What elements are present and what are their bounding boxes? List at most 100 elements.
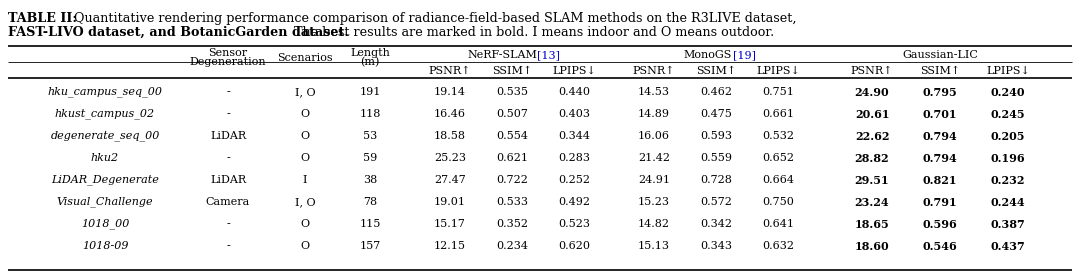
Text: LiDAR_Degenerate: LiDAR_Degenerate	[51, 175, 159, 185]
Text: SSIM↑: SSIM↑	[920, 66, 960, 76]
Text: 53: 53	[363, 131, 377, 141]
Text: 191: 191	[360, 87, 380, 97]
Text: I, O: I, O	[295, 87, 315, 97]
Text: 0.232: 0.232	[990, 175, 1025, 185]
Text: 0.546: 0.546	[922, 241, 957, 252]
Text: 0.523: 0.523	[558, 219, 590, 229]
Text: 16.46: 16.46	[434, 109, 465, 119]
Text: 0.196: 0.196	[990, 153, 1025, 164]
Text: 59: 59	[363, 153, 377, 163]
Text: 0.532: 0.532	[762, 131, 794, 141]
Text: Scenarios: Scenarios	[278, 53, 333, 63]
Text: 0.554: 0.554	[496, 131, 528, 141]
Text: 12.15: 12.15	[434, 241, 465, 251]
Text: 19.01: 19.01	[434, 197, 465, 207]
Text: -: -	[226, 241, 230, 251]
Text: 0.535: 0.535	[496, 87, 528, 97]
Text: 18.65: 18.65	[854, 218, 889, 230]
Text: O: O	[300, 219, 310, 229]
Text: 118: 118	[360, 109, 380, 119]
Text: TABLE II:: TABLE II:	[8, 12, 77, 25]
Text: 27.47: 27.47	[434, 175, 465, 185]
Text: 157: 157	[360, 241, 380, 251]
Text: PSNR↑: PSNR↑	[429, 66, 471, 76]
Text: 21.42: 21.42	[638, 153, 670, 163]
Text: 38: 38	[363, 175, 377, 185]
Text: 0.652: 0.652	[762, 153, 794, 163]
Text: Length: Length	[350, 48, 390, 58]
Text: 15.23: 15.23	[638, 197, 670, 207]
Text: FAST-LIVO dataset, and BotanicGarden dataset.: FAST-LIVO dataset, and BotanicGarden dat…	[8, 26, 349, 39]
Text: Camera: Camera	[206, 197, 251, 207]
Text: 0.620: 0.620	[558, 241, 590, 251]
Text: 16.06: 16.06	[638, 131, 670, 141]
Text: 0.559: 0.559	[700, 153, 732, 163]
Text: 0.621: 0.621	[496, 153, 528, 163]
Text: 0.751: 0.751	[762, 87, 794, 97]
Text: 0.664: 0.664	[762, 175, 794, 185]
Text: 0.352: 0.352	[496, 219, 528, 229]
Text: 28.82: 28.82	[854, 153, 889, 164]
Text: 0.205: 0.205	[990, 130, 1025, 141]
Text: Visual_Challenge: Visual_Challenge	[56, 197, 153, 207]
Text: 0.791: 0.791	[922, 196, 957, 207]
Text: LPIPS↓: LPIPS↓	[552, 66, 596, 76]
Text: 0.722: 0.722	[496, 175, 528, 185]
Text: 78: 78	[363, 197, 377, 207]
Text: 14.89: 14.89	[638, 109, 670, 119]
Text: The best results are marked in bold. I means indoor and O means outdoor.: The best results are marked in bold. I m…	[291, 26, 774, 39]
Text: 0.632: 0.632	[762, 241, 794, 251]
Text: 0.245: 0.245	[990, 109, 1025, 119]
Text: 0.342: 0.342	[700, 219, 732, 229]
Text: LiDAR: LiDAR	[210, 175, 246, 185]
Text: NeRF-SLAM: NeRF-SLAM	[467, 50, 537, 60]
Text: 0.462: 0.462	[700, 87, 732, 97]
Text: 0.492: 0.492	[558, 197, 590, 207]
Text: 115: 115	[360, 219, 380, 229]
Text: 1018_00: 1018_00	[81, 219, 130, 229]
Text: 18.60: 18.60	[854, 241, 889, 252]
Text: 23.24: 23.24	[854, 196, 889, 207]
Text: Quantitative rendering performance comparison of radiance-field-based SLAM metho: Quantitative rendering performance compa…	[66, 12, 797, 25]
Text: 14.53: 14.53	[638, 87, 670, 97]
Text: [13]: [13]	[538, 50, 561, 60]
Text: PSNR↑: PSNR↑	[633, 66, 675, 76]
Text: 0.507: 0.507	[496, 109, 528, 119]
Text: 0.701: 0.701	[922, 109, 957, 119]
Text: 0.343: 0.343	[700, 241, 732, 251]
Text: LPIPS↓: LPIPS↓	[756, 66, 800, 76]
Text: 15.17: 15.17	[434, 219, 465, 229]
Text: Degeneration: Degeneration	[190, 57, 267, 67]
Text: 0.240: 0.240	[990, 87, 1025, 98]
Text: 14.82: 14.82	[638, 219, 670, 229]
Text: 25.23: 25.23	[434, 153, 465, 163]
Text: [19]: [19]	[732, 50, 756, 60]
Text: 0.244: 0.244	[990, 196, 1025, 207]
Text: 18.58: 18.58	[434, 131, 465, 141]
Text: 0.641: 0.641	[762, 219, 794, 229]
Text: -: -	[226, 153, 230, 163]
Text: -: -	[226, 219, 230, 229]
Text: I, O: I, O	[295, 197, 315, 207]
Text: 0.252: 0.252	[558, 175, 590, 185]
Text: 0.661: 0.661	[762, 109, 794, 119]
Text: 24.91: 24.91	[638, 175, 670, 185]
Text: 0.572: 0.572	[700, 197, 732, 207]
Text: LiDAR: LiDAR	[210, 131, 246, 141]
Text: SSIM↑: SSIM↑	[696, 66, 737, 76]
Text: 0.533: 0.533	[496, 197, 528, 207]
Text: 24.90: 24.90	[854, 87, 889, 98]
Text: 0.283: 0.283	[558, 153, 590, 163]
Text: PSNR↑: PSNR↑	[851, 66, 893, 76]
Text: hku_campus_seq_00: hku_campus_seq_00	[48, 87, 162, 97]
Text: hku2: hku2	[91, 153, 119, 163]
Text: 0.821: 0.821	[922, 175, 957, 185]
Text: 0.440: 0.440	[558, 87, 590, 97]
Text: O: O	[300, 109, 310, 119]
Text: I: I	[302, 175, 307, 185]
Text: LPIPS↓: LPIPS↓	[986, 66, 1030, 76]
Text: hkust_campus_02: hkust_campus_02	[55, 109, 156, 119]
Text: 0.437: 0.437	[990, 241, 1025, 252]
Text: 0.475: 0.475	[700, 109, 732, 119]
Text: -: -	[226, 87, 230, 97]
